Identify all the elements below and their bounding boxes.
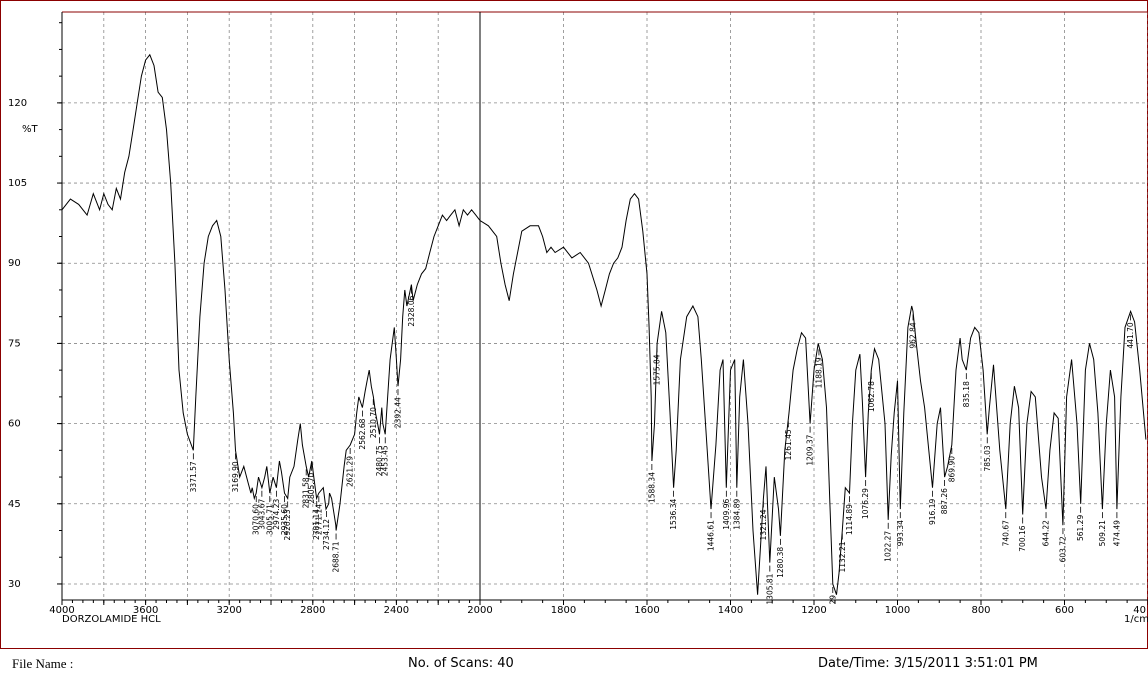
peak-label: 1321.24: [759, 509, 768, 540]
peak-label: 835.18: [962, 381, 971, 407]
x-tick-label: 2400: [384, 605, 409, 616]
peak-label: 1446.61: [707, 520, 716, 551]
sample-name-label: DORZOLAMIDE HCL: [62, 614, 161, 625]
peak-label: 1575.84: [653, 354, 662, 385]
y-tick-label: 30: [8, 579, 21, 590]
x-tick-label: 4000: [49, 605, 74, 616]
peak-label: 509.21: [1098, 520, 1107, 546]
peak-label: 3043.67: [257, 499, 266, 530]
peak-label: 2805.70: [307, 473, 316, 504]
peak-label: 1536.34: [669, 499, 678, 530]
x-tick-label: 3200: [216, 605, 241, 616]
chart-axes: 30 45 60 75 90 105 120 4000 3600 3200 2800 2400 2000…: [8, 11, 1148, 616]
peak-label: 2621.29: [346, 456, 355, 487]
chart-outer-frame: [0, 0, 1148, 649]
peak-label: 2920.23: [283, 509, 292, 540]
x-tick-label: 1200: [801, 605, 826, 616]
peak-label: 700.16: [1018, 525, 1027, 551]
x-tick-label: 1400: [718, 605, 743, 616]
peak-label: 1022.27: [884, 531, 893, 562]
peak-label: 2688.71: [332, 541, 341, 572]
peak-label: 2831.58: [302, 477, 311, 508]
peak-label: 2935.60: [280, 504, 289, 535]
peak-label: 1280.38: [776, 547, 785, 578]
peak-label: 2562.68: [358, 418, 367, 449]
peak-label: 993.34: [896, 520, 905, 546]
peak-label: 916.19: [928, 499, 937, 525]
x-tick-label: 2000: [467, 605, 492, 616]
peak-label: 1409.96: [722, 499, 731, 530]
peak-label: 1062.78: [867, 381, 876, 412]
peak-label: 2453.45: [381, 445, 390, 476]
peak-label: 3005.71: [265, 504, 274, 535]
x-tick-label: 1800: [551, 605, 576, 616]
peak-label: 2510.70: [369, 407, 378, 438]
scan-count-label: No. of Scans: 40: [408, 656, 514, 671]
peak-label: 603.72: [1058, 536, 1067, 562]
x-tick-label: 40: [1133, 605, 1146, 616]
x-tick-label: 1000: [885, 605, 910, 616]
peak-label: 2771.14: [314, 504, 323, 535]
x-tick-label: 800: [971, 605, 990, 616]
peak-label: 2734.12: [322, 519, 331, 550]
peak-label: 644.22: [1042, 520, 1051, 546]
peak-label: 2781.14: [312, 509, 321, 540]
peak-label: 1588.34: [647, 472, 656, 503]
peak-label: 1261.45: [784, 429, 793, 460]
peak-label: 441.70: [1126, 322, 1135, 348]
peak-label: 869.90: [947, 456, 956, 482]
peak-label: 474.49: [1112, 520, 1121, 546]
x-axis-unit-label: 1/cm: [1124, 614, 1148, 625]
y-tick-label: 45: [8, 499, 21, 510]
y-tick-label: 90: [8, 258, 21, 269]
x-tick-label: 3600: [133, 605, 158, 616]
peak-label: 1188.19: [814, 357, 823, 388]
peak-label: 2974.23: [272, 499, 281, 530]
peak-label: 887.26: [940, 488, 949, 514]
peak-label: 561.29: [1076, 515, 1085, 541]
peak-label: 3169.90: [231, 461, 240, 492]
y-axis-label: %T: [22, 124, 39, 135]
x-tick-label: 1600: [634, 605, 659, 616]
peak-label: 1132.21: [838, 541, 847, 572]
peak-label: 962.84: [909, 322, 918, 348]
peak-label: 1305.81: [765, 573, 774, 604]
file-name-label: File Name :: [12, 656, 74, 671]
peak-label: 740.67: [1001, 520, 1010, 546]
x-tick-label: 2800: [300, 605, 325, 616]
peak-label: 2480.75: [375, 445, 384, 476]
peak-label: 785.03: [983, 445, 992, 471]
peak-label: 1076.29: [861, 488, 870, 519]
peak-label: 1209.37: [806, 434, 815, 465]
y-tick-label: 105: [8, 178, 27, 189]
peak-label: 2392.44: [393, 397, 402, 428]
peak-label: 1114.89: [845, 504, 854, 535]
y-tick-label: 60: [8, 419, 21, 430]
y-tick-label: 75: [8, 338, 21, 349]
peak-label: 2328.06: [407, 295, 416, 326]
peak-label: 3371.57: [189, 461, 198, 492]
peak-label: 1384.89: [732, 499, 741, 530]
spectrum-trace: [61, 53, 1147, 595]
x-tick-label: 600: [1055, 605, 1074, 616]
datetime-label: Date/Time: 3/15/2011 3:51:01 PM: [818, 656, 1038, 671]
peak-label: 29: [828, 595, 837, 605]
peak-label: 3070.60: [252, 504, 261, 535]
chart-grid: [61, 12, 1148, 600]
y-tick-label: 120: [8, 98, 27, 109]
peak-labels: 3371.57 3169.90 3070.603043.673005.712974.…: [189, 287, 1135, 605]
